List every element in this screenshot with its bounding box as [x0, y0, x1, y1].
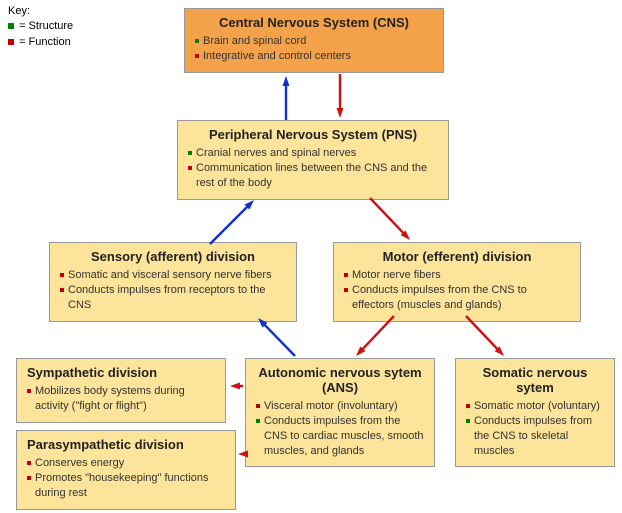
bullet-item: Communication lines between the CNS and … — [188, 161, 438, 191]
node-title: Autonomic nervous sytem (ANS) — [256, 365, 424, 395]
node-ans: Autonomic nervous sytem (ANS) Visceral mo… — [245, 358, 435, 467]
bullet-item: Conducts impulses from the CNS to skelet… — [466, 414, 604, 459]
node-pns: Peripheral Nervous System (PNS) Cranial n… — [177, 120, 449, 200]
node-bullets: Somatic and visceral sensory nerve fiber… — [60, 268, 286, 313]
bullet-item: Somatic and visceral sensory nerve fiber… — [60, 268, 286, 283]
square-icon — [8, 23, 14, 29]
bullet-item: Cranial nerves and spinal nerves — [188, 146, 438, 161]
node-bullets: Brain and spinal cordIntegrative and con… — [195, 34, 433, 64]
square-icon — [8, 39, 14, 45]
node-bullets: Conserves energyPromotes "housekeeping" … — [27, 456, 225, 501]
bullet-item: Conserves energy — [27, 456, 225, 471]
bullet-item: Brain and spinal cord — [195, 34, 433, 49]
bullet-item: Conducts impulses from the CNS to effect… — [344, 283, 570, 313]
node-motor: Motor (efferent) division Motor nerve fib… — [333, 242, 581, 322]
bullet-item: Promotes "housekeeping" functions during… — [27, 471, 225, 501]
node-bullets: Somatic motor (voluntary)Conducts impuls… — [466, 399, 604, 458]
node-title: Motor (efferent) division — [344, 249, 570, 264]
node-bullets: Mobilizes body systems during activity (… — [27, 384, 215, 414]
node-title: Peripheral Nervous System (PNS) — [188, 127, 438, 142]
node-title: Parasympathetic division — [27, 437, 225, 452]
node-bullets: Motor nerve fibersConducts impulses from… — [344, 268, 570, 313]
node-somatic: Somatic nervous sytem Somatic motor (volu… — [455, 358, 615, 467]
node-sympathetic: Sympathetic division Mobilizes body syste… — [16, 358, 226, 423]
legend-item-function: = Function — [8, 35, 73, 50]
bullet-item: Somatic motor (voluntary) — [466, 399, 604, 414]
node-bullets: Cranial nerves and spinal nervesCommunic… — [188, 146, 438, 191]
bullet-item: Visceral motor (involuntary) — [256, 399, 424, 414]
legend: Key: = Structure = Function — [8, 4, 73, 50]
node-sensory: Sensory (afferent) division Somatic and v… — [49, 242, 297, 322]
node-cns: Central Nervous System (CNS) Brain and sp… — [184, 8, 444, 73]
node-title: Somatic nervous sytem — [466, 365, 604, 395]
node-title: Central Nervous System (CNS) — [195, 15, 433, 30]
node-title: Sensory (afferent) division — [60, 249, 286, 264]
node-title: Sympathetic division — [27, 365, 215, 380]
bullet-item: Mobilizes body systems during activity (… — [27, 384, 215, 414]
bullet-item: Conducts impulses from the CNS to cardia… — [256, 414, 424, 459]
bullet-item: Conducts impulses from receptors to the … — [60, 283, 286, 313]
bullet-item: Integrative and control centers — [195, 49, 433, 64]
legend-heading: Key: — [8, 4, 73, 19]
legend-item-structure: = Structure — [8, 19, 73, 34]
node-bullets: Visceral motor (involuntary)Conducts imp… — [256, 399, 424, 458]
node-parasympathetic: Parasympathetic division Conserves energy… — [16, 430, 236, 510]
bullet-item: Motor nerve fibers — [344, 268, 570, 283]
